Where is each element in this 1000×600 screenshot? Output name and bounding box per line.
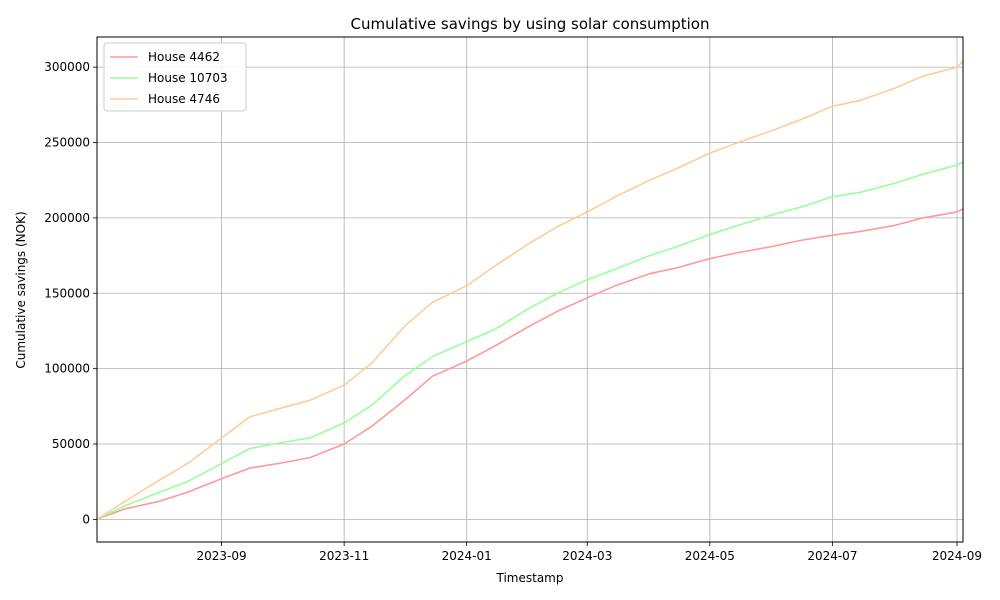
y-axis-ticks: 0 50000 100000 150000 200000 250000 300000 bbox=[44, 60, 97, 526]
x-axis-ticks: 2023-09 2023-11 2024-01 2024-03 2024-05 2024-… bbox=[197, 542, 982, 563]
series-line-1 bbox=[96, 208, 964, 521]
y-tick-label: 200000 bbox=[44, 211, 90, 225]
x-tick-label: 2023-11 bbox=[319, 549, 369, 563]
x-tick-label: 2024-07 bbox=[807, 549, 857, 563]
y-tick-label: 0 bbox=[82, 512, 90, 526]
x-tick-label: 2024-09 bbox=[932, 549, 982, 563]
x-tick-label: 2023-09 bbox=[197, 549, 247, 563]
y-tick-label: 150000 bbox=[44, 286, 90, 300]
chart-title: Cumulative savings by using solar consum… bbox=[351, 15, 710, 33]
x-tick-label: 2024-01 bbox=[442, 549, 492, 563]
y-tick-label: 250000 bbox=[44, 136, 90, 150]
series-line-3 bbox=[96, 60, 964, 521]
legend: House 4462 House 10703 House 4746 bbox=[103, 42, 247, 112]
x-axis-title: Timestamp bbox=[496, 571, 564, 585]
series-lines bbox=[96, 60, 964, 521]
y-tick-label: 50000 bbox=[52, 437, 90, 451]
plot-frame bbox=[96, 36, 964, 543]
grid bbox=[97, 37, 963, 542]
legend-label: House 4746 bbox=[148, 92, 220, 106]
series-line-2 bbox=[96, 161, 964, 521]
legend-box bbox=[103, 42, 247, 112]
x-tick-label: 2024-05 bbox=[685, 549, 735, 563]
y-tick-label: 100000 bbox=[44, 362, 90, 376]
legend-label: House 10703 bbox=[148, 71, 228, 85]
x-tick-label: 2024-03 bbox=[562, 549, 612, 563]
y-axis-title: Cumulative savings (NOK) bbox=[14, 211, 28, 368]
y-tick-label: 300000 bbox=[44, 60, 90, 74]
legend-label: House 4462 bbox=[148, 50, 220, 64]
